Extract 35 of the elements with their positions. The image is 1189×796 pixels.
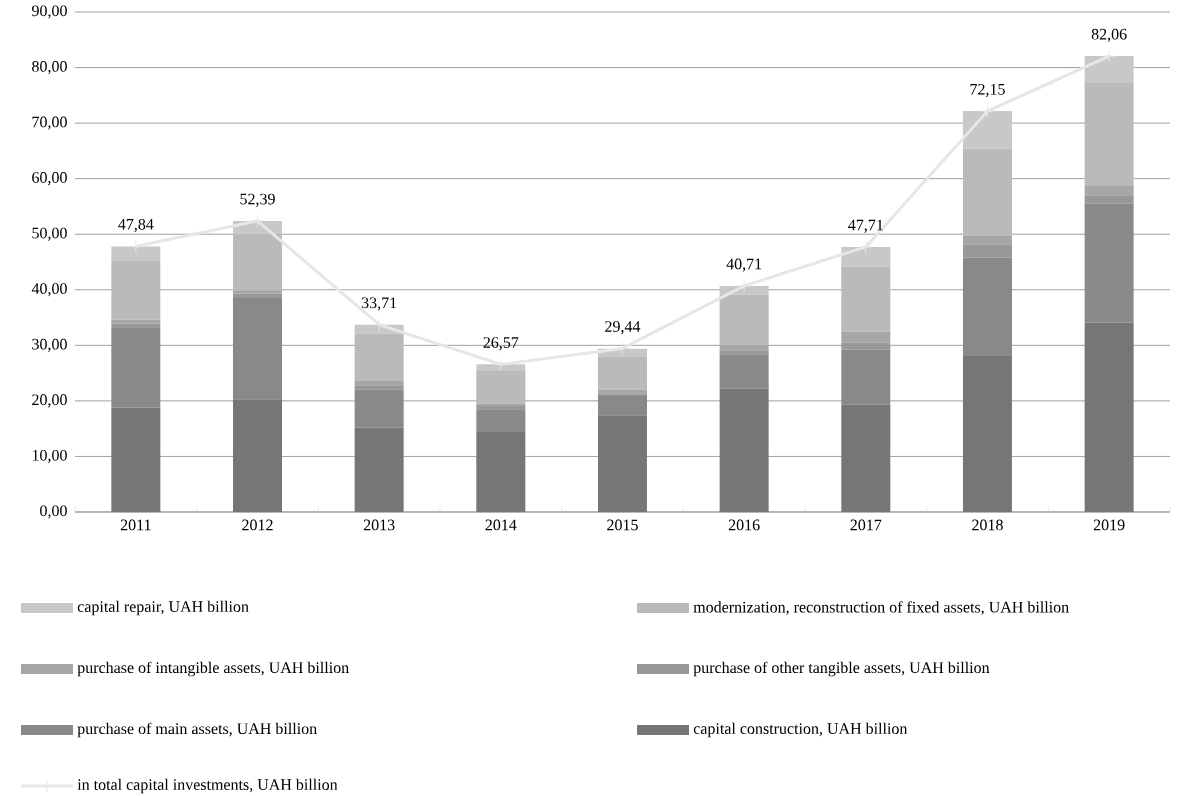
y-tick-label: 30,00 xyxy=(32,338,67,352)
y-tick-label: 10,00 xyxy=(32,449,67,463)
legend-label: modernization, reconstruction of fixed assets, UAH billion xyxy=(693,601,1069,615)
data-label: 29,44 xyxy=(605,321,641,335)
data-label: 33,71 xyxy=(361,297,397,311)
legend-label: capital construction, UAH billion xyxy=(693,722,908,738)
x-tick-label: 2011 xyxy=(120,519,151,531)
y-tick-label: 60,00 xyxy=(32,172,67,186)
legend-label: purchase of intangible assets, UAH billion xyxy=(77,661,349,677)
y-tick-label: 90,00 xyxy=(31,5,67,19)
legend-label: purchase of other tangible assets, UAH billion xyxy=(693,661,990,677)
x-tick-label: 2019 xyxy=(1093,519,1125,531)
data-label: 40,71 xyxy=(726,258,762,272)
x-tick-label: 2014 xyxy=(485,519,517,531)
legend-label: capital repair, UAH billion xyxy=(77,600,249,616)
x-tick-label: 2015 xyxy=(607,519,638,531)
y-tick-label: 70,00 xyxy=(32,116,67,130)
x-tick-label: 2012 xyxy=(242,519,273,531)
y-tick-label: 20,00 xyxy=(32,394,67,408)
data-label: 47,71 xyxy=(848,219,883,233)
y-tick-label: 40,00 xyxy=(31,283,67,297)
x-tick-label: 2016 xyxy=(728,519,760,531)
data-label: 52,39 xyxy=(240,193,275,207)
y-tick-label: 50,00 xyxy=(32,227,67,241)
data-label: 47,84 xyxy=(118,218,154,233)
data-label: 26,57 xyxy=(483,337,519,351)
x-tick-label: 2018 xyxy=(972,519,1003,531)
legend-label: purchase of main assets, UAH billion xyxy=(77,722,317,738)
y-tick-label: 80,00 xyxy=(32,61,67,75)
data-label: 72,15 xyxy=(970,83,1005,97)
x-tick-label: 2013 xyxy=(363,519,395,531)
data-label: 82,06 xyxy=(1091,28,1127,42)
legend-label: in total capital investments, UAH billion xyxy=(77,778,338,794)
y-tick-label: 0,00 xyxy=(40,505,67,519)
x-tick-label: 2017 xyxy=(850,519,882,531)
